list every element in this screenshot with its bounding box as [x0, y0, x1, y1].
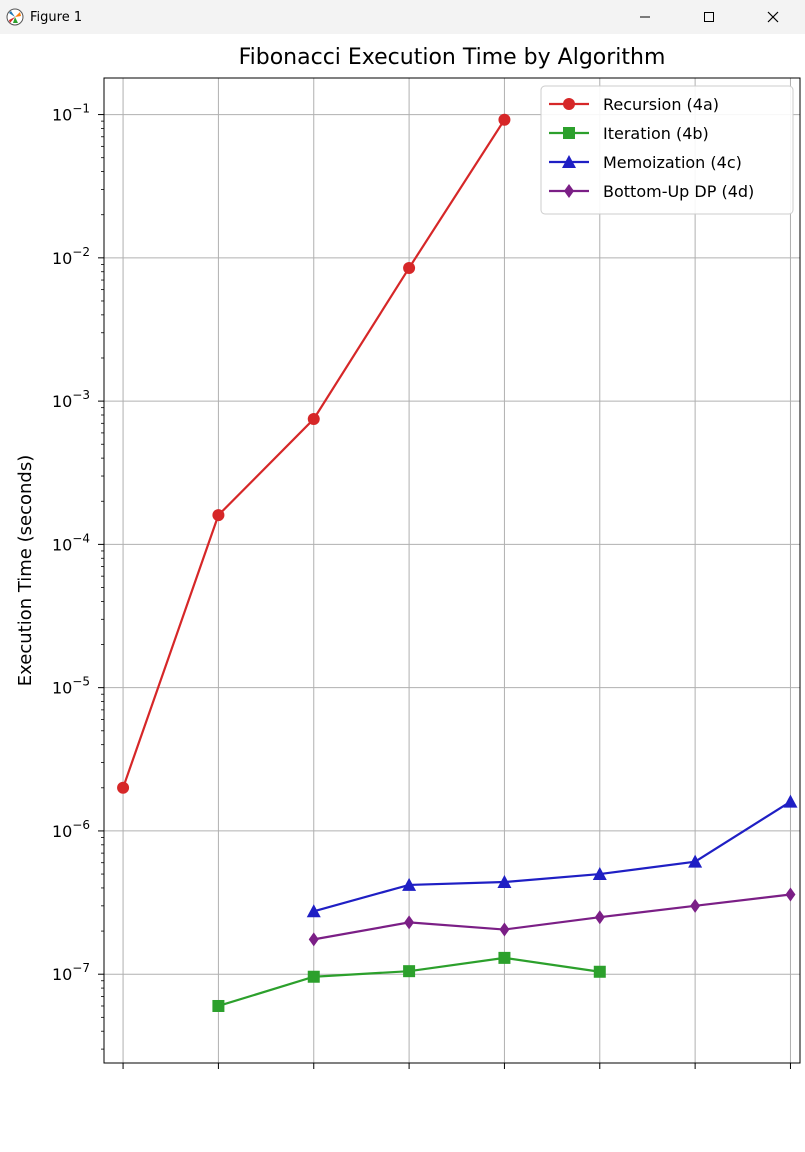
- window-controls: [613, 0, 805, 34]
- plot-frame: [103, 77, 801, 1064]
- figure-canvas: 10−7 10−6 10−5 10−4 10−3 10−2 10−1 Fibonacci E…: [0, 34, 805, 1148]
- y-tick-base: 10: [52, 535, 72, 554]
- legend-label: Recursion (4a): [603, 95, 719, 114]
- y-tick-base: 10: [52, 106, 72, 125]
- data-point: [117, 781, 130, 794]
- data-point: [592, 867, 607, 881]
- y-tick-exponent: −1: [72, 102, 90, 116]
- y-tick-label: 10−3: [52, 388, 90, 411]
- data-point: [403, 261, 416, 274]
- y-tick-base: 10: [52, 392, 72, 411]
- y-tick-label: 10−1: [52, 102, 90, 125]
- data-point: [499, 922, 510, 937]
- legend-label: Memoization (4c): [603, 153, 742, 172]
- y-tick-exponent: −6: [72, 818, 90, 832]
- matplotlib-figure-icon: [6, 8, 24, 26]
- data-point: [497, 875, 512, 889]
- legend-marker: [564, 184, 574, 198]
- window-titlebar: Figure 1: [0, 0, 805, 34]
- legend: Recursion (4a) Iteration (4b) Memoization …: [540, 85, 794, 215]
- data-point: [593, 965, 606, 978]
- data-point: [307, 970, 320, 983]
- series-line: [313, 800, 792, 913]
- data-point: [498, 951, 511, 964]
- close-button[interactable]: [741, 0, 805, 34]
- data-point: [594, 910, 605, 925]
- data-point: [212, 999, 225, 1012]
- legend-label: Iteration (4b): [603, 124, 709, 143]
- legend-marker: [563, 127, 575, 139]
- y-tick-base: 10: [52, 249, 72, 268]
- y-tick-exponent: −7: [72, 961, 90, 975]
- y-axis-label: Execution Time (seconds): [15, 455, 36, 686]
- y-tick-label: 10−7: [52, 961, 90, 984]
- y-tick-label: 10−6: [52, 818, 90, 841]
- data-point: [690, 898, 701, 913]
- legend-marker: [563, 98, 575, 110]
- y-tick-label: 10−4: [52, 531, 90, 554]
- y-tick-base: 10: [52, 965, 72, 984]
- data-point: [498, 113, 511, 126]
- data-point: [783, 794, 798, 808]
- y-tick-exponent: −3: [72, 388, 90, 402]
- data-point: [688, 854, 703, 868]
- line-chart: 10−710−610−510−410−310−210−1 Fibonacci E…: [15, 45, 801, 1069]
- legend-marker: [562, 155, 576, 168]
- y-tick-exponent: −4: [72, 531, 90, 545]
- series-0: [117, 113, 511, 794]
- maximize-icon: [704, 12, 714, 22]
- y-tick-label: 10−2: [52, 245, 90, 268]
- data-point: [306, 904, 321, 918]
- y-tick-base: 10: [52, 679, 72, 698]
- data-point: [212, 509, 225, 522]
- series-1: [212, 951, 606, 1012]
- chart-title: Fibonacci Execution Time by Algorithm: [239, 45, 666, 70]
- axis-ticks: 10−710−610−510−410−310−210−1: [52, 102, 791, 1069]
- minimize-icon: [640, 16, 650, 18]
- window-title: Figure 1: [30, 9, 83, 25]
- data-point: [403, 965, 416, 978]
- legend-entry: Memoization (4c): [549, 153, 742, 172]
- legend-label: Bottom-Up DP (4d): [603, 182, 754, 201]
- maximize-button[interactable]: [677, 0, 741, 34]
- y-tick-base: 10: [52, 822, 72, 841]
- y-tick-exponent: −5: [72, 675, 90, 689]
- grid-lines: [104, 78, 800, 1063]
- series-layer: [117, 113, 798, 1012]
- minimize-button[interactable]: [613, 0, 677, 34]
- y-tick-exponent: −2: [72, 245, 90, 259]
- data-point: [307, 413, 320, 426]
- data-point: [785, 887, 796, 902]
- legend-box: [540, 85, 794, 215]
- data-point: [308, 932, 319, 947]
- series-3: [308, 887, 796, 947]
- series-line: [313, 893, 791, 941]
- data-point: [404, 915, 415, 930]
- y-tick-label: 10−5: [52, 675, 90, 698]
- close-icon: [767, 11, 779, 23]
- series-2: [306, 794, 798, 918]
- legend-entry: Bottom-Up DP (4d): [549, 182, 754, 201]
- legend-entry: Iteration (4b): [549, 124, 709, 143]
- legend-entry: Recursion (4a): [549, 95, 719, 114]
- data-point: [402, 877, 417, 891]
